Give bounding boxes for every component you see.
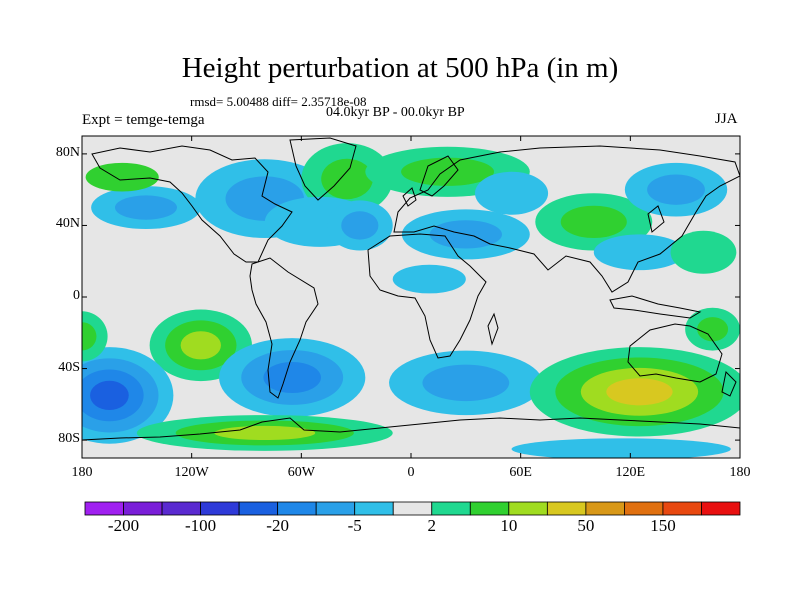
contour-region-15-3 (90, 380, 129, 410)
lat-label: 40N (55, 216, 80, 232)
contour-region-5-1 (341, 211, 379, 240)
contour-field (82, 143, 740, 458)
coastline-japan (647, 205, 665, 233)
colorbar-swatch (662, 501, 702, 516)
contour-region-18-1 (422, 364, 510, 402)
lon-label: 0 (407, 465, 415, 480)
colorbar-swatch (277, 501, 317, 516)
colorbar-label: -20 (266, 516, 289, 535)
colorbar-label: -100 (184, 516, 217, 535)
colorbar-swatch (84, 501, 124, 516)
contour-region-11-1 (647, 174, 705, 205)
colorbar-label: -5 (347, 516, 362, 535)
colorbar-label: -200 (107, 516, 140, 535)
contour-region-20-1 (697, 317, 729, 342)
contour-region-9-0 (392, 264, 466, 294)
colorbar-swatch (238, 501, 279, 516)
colorbar-swatch (161, 501, 201, 516)
coastline-north-america (91, 145, 293, 263)
colorbar-swatch (431, 501, 471, 516)
contour-region-2-0 (85, 162, 159, 192)
colorbar-swatch (546, 501, 587, 516)
colorbar-swatch (624, 501, 664, 516)
colorbar-label: 150 (650, 516, 676, 535)
figure-title: Height perturbation at 500 hPa (in m) (181, 52, 619, 84)
colorbar-swatch (200, 501, 240, 516)
colorbar-label: 50 (577, 516, 595, 535)
lon-label: 60W (287, 465, 315, 480)
season-label: JJA (715, 111, 738, 127)
coastlines (82, 137, 740, 441)
contour-region-3-1 (321, 158, 373, 200)
coastline-antarctica (82, 417, 740, 441)
lon-label: 60E (509, 465, 532, 480)
colorbar-label: 2 (427, 516, 437, 535)
lat-label: 0 (73, 288, 80, 303)
contour-region-17-2 (214, 425, 316, 441)
colorbar (84, 501, 741, 516)
coastline-madagascar (487, 312, 499, 346)
lon-label: 120W (174, 465, 209, 480)
contour-region-1-1 (114, 195, 177, 220)
contour-region-10-1 (560, 205, 627, 239)
colorbar-swatch (469, 501, 510, 516)
period-label: 04.0kyr BP - 00.0kyr BP (326, 105, 465, 120)
coastline-new-zealand (721, 370, 737, 397)
colorbar-swatch (508, 501, 548, 516)
coastline-africa (367, 233, 487, 359)
contour-region-7-0 (474, 171, 549, 215)
contour-region-22-1 (82, 322, 97, 351)
coastline-scandinavia (419, 155, 459, 197)
contour-region-6-1 (401, 157, 495, 186)
colorbar-swatch (392, 501, 433, 516)
contour-region-13-0 (670, 230, 737, 274)
colorbar-label: 10 (500, 516, 518, 535)
contour-region-14-2 (180, 331, 221, 360)
coastline-indonesia (609, 295, 702, 319)
coastline-eurasia (393, 145, 740, 293)
contour-region-21-0 (511, 438, 731, 458)
lat-label: 40S (58, 359, 80, 375)
colorbar-swatch (701, 501, 741, 516)
coastline-south-america (249, 257, 319, 399)
stats-line: rmsd= 5.00488 diff= 2.35718e-08 (190, 94, 367, 109)
lat-label: 80S (58, 431, 80, 447)
colorbar-swatch (315, 501, 356, 516)
colorbar-swatch (354, 501, 394, 516)
contour-region-19-3 (606, 378, 673, 406)
coastline-uk (402, 187, 417, 207)
axis-ticks (81, 136, 741, 458)
lon-label: 180 (71, 465, 93, 480)
experiment-label: Expt = temge-temga (82, 112, 205, 128)
colorbar-swatch (585, 501, 625, 516)
lon-label: 180 (729, 465, 751, 480)
lat-label: 80N (55, 144, 80, 160)
contour-region-16-2 (263, 361, 321, 394)
contour-region-12-0 (593, 234, 686, 271)
colorbar-swatch (123, 501, 163, 516)
lon-label: 120E (615, 465, 646, 480)
coastline-greenland (289, 137, 357, 201)
coastline-australia (627, 323, 723, 383)
